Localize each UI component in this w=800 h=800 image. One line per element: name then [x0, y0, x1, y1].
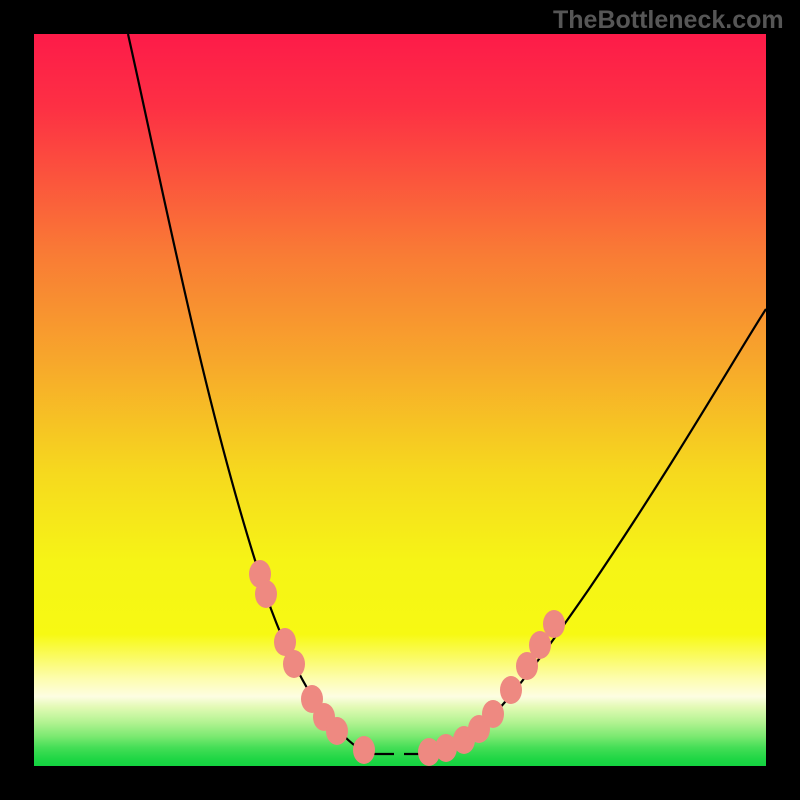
data-marker	[255, 580, 277, 608]
marker-group-right	[418, 610, 565, 766]
marker-group-left	[249, 560, 375, 764]
data-marker	[283, 650, 305, 678]
watermark-text: TheBottleneck.com	[553, 6, 784, 35]
plot-area	[34, 34, 766, 766]
data-marker	[482, 700, 504, 728]
right-curve	[404, 309, 766, 754]
bottleneck-chart: TheBottleneck.com	[0, 0, 800, 800]
data-marker	[326, 717, 348, 745]
curve-layer	[34, 34, 766, 766]
data-marker	[353, 736, 375, 764]
data-marker	[500, 676, 522, 704]
left-curve	[128, 34, 394, 754]
data-marker	[543, 610, 565, 638]
